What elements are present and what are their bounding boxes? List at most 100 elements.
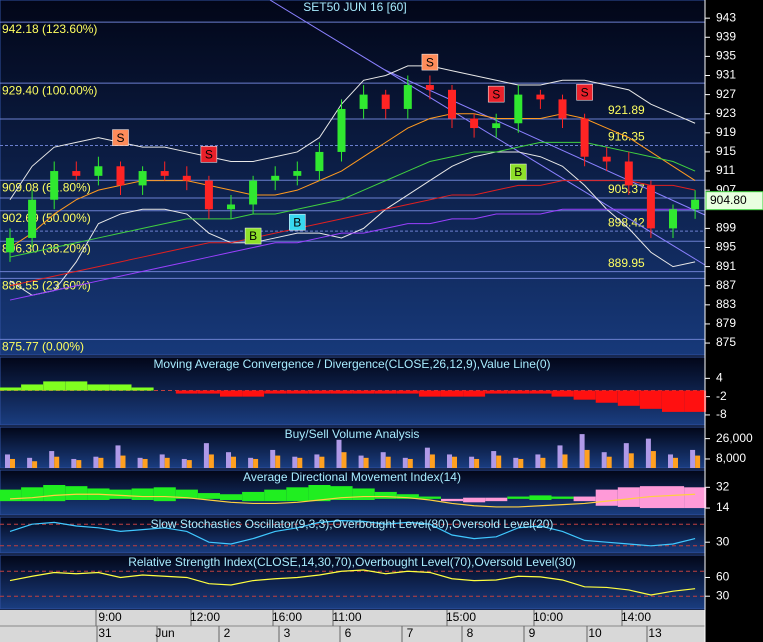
di-band — [507, 496, 530, 499]
volume-bar — [452, 456, 457, 468]
volume-bar — [469, 456, 475, 468]
volume-bar — [562, 454, 568, 468]
indicator-line — [9, 519, 696, 547]
signal-label: S — [581, 85, 589, 99]
volume-bar — [203, 443, 209, 468]
volume-bar — [341, 452, 347, 468]
panel-bg — [0, 0, 706, 356]
volume-bar — [429, 454, 435, 468]
signal-marker — [244, 227, 262, 245]
level-label: 921.89 — [608, 103, 645, 117]
signal-marker — [112, 129, 129, 146]
volume-bar — [584, 449, 590, 468]
volume-bar — [208, 454, 214, 468]
date-label: 6 — [345, 626, 352, 640]
time-label: 12:00 — [190, 610, 220, 624]
y-tick-label: 30 — [716, 534, 730, 548]
panel-title: Relative Strength Index(CLOSE,14,30,70),… — [128, 555, 576, 569]
di-band — [374, 491, 397, 499]
signal-label: S — [492, 87, 500, 101]
histogram-bar — [175, 390, 198, 394]
volume-bar — [270, 449, 276, 468]
candle-body — [249, 180, 258, 205]
y-tick-label: -2 — [716, 389, 727, 403]
overlay-line — [9, 208, 696, 301]
candle-body — [403, 85, 412, 109]
volume-bar — [579, 434, 585, 468]
histogram-bar — [441, 390, 463, 397]
candle-body — [448, 89, 456, 119]
volume-bar — [164, 457, 170, 468]
fib-label: 909.08 (61.80%) — [2, 180, 91, 194]
signal-marker — [200, 146, 218, 163]
candle-body — [271, 175, 280, 181]
histogram-bar — [131, 387, 154, 391]
candle-body — [536, 94, 545, 100]
volume-bar — [76, 460, 82, 468]
volume-bar — [137, 457, 143, 468]
di-band — [330, 486, 353, 500]
histogram-bar — [662, 390, 684, 412]
volume-bar — [668, 454, 673, 468]
di-band — [595, 489, 618, 506]
time-label: 16:00 — [272, 610, 302, 624]
candle-body — [381, 94, 390, 109]
y-tick-label: 14 — [716, 500, 730, 514]
date-label: 31 — [98, 626, 112, 640]
di-band — [43, 485, 66, 502]
signal-marker — [421, 53, 439, 71]
volume-bar — [336, 439, 342, 468]
histogram-bar — [220, 390, 242, 397]
candle-body — [6, 237, 14, 253]
volume-bar — [253, 458, 259, 468]
volume-bar — [606, 456, 612, 468]
volume-bar — [358, 455, 364, 468]
candle-body — [359, 94, 368, 109]
fib-label: 929.40 (100.00%) — [2, 83, 97, 97]
volume-bar — [518, 458, 524, 468]
candle-body — [293, 171, 302, 176]
volume-bar — [474, 458, 480, 468]
di-band — [175, 489, 198, 499]
volume-bar — [673, 457, 678, 468]
di-band — [441, 498, 464, 502]
histogram-bar — [352, 390, 375, 394]
histogram-bar — [264, 390, 287, 394]
volume-bar — [557, 445, 563, 468]
candle-body — [72, 171, 81, 176]
di-band — [0, 489, 22, 502]
volume-bar — [32, 461, 38, 468]
overlay-line — [9, 180, 696, 287]
last-price-box — [705, 191, 763, 211]
trend-line — [269, 0, 706, 266]
panel-bg — [0, 554, 706, 610]
time-label: 14:00 — [621, 610, 651, 624]
y-tick-label: 26,000 — [716, 431, 753, 445]
panel-bg — [0, 516, 706, 554]
di-band — [264, 489, 287, 502]
fib-label: 875.77 (0.00%) — [2, 340, 84, 354]
volume-bar — [385, 456, 391, 468]
time-label: 15:00 — [446, 610, 476, 624]
di-band — [21, 487, 44, 502]
candle-body — [315, 151, 324, 172]
signal-marker — [289, 213, 306, 231]
candle-body — [580, 118, 589, 157]
di-band — [529, 495, 552, 500]
date-label: 9 — [529, 626, 536, 640]
di-band — [551, 496, 574, 499]
candle-body — [50, 171, 59, 200]
candle-body — [624, 161, 633, 186]
date-label: 2 — [224, 626, 231, 640]
di-band — [242, 491, 265, 502]
candle-body — [669, 209, 677, 229]
volume-bar — [297, 457, 303, 468]
histogram-bar — [87, 384, 110, 391]
volume-bar — [513, 457, 519, 468]
volume-bar — [98, 457, 104, 468]
di-band — [573, 496, 596, 502]
panel-title: Moving Average Convergence / Divergence(… — [153, 357, 550, 371]
y-tick-label: 935 — [716, 49, 736, 63]
signal-marker — [510, 163, 527, 181]
histogram-bar — [551, 390, 574, 397]
